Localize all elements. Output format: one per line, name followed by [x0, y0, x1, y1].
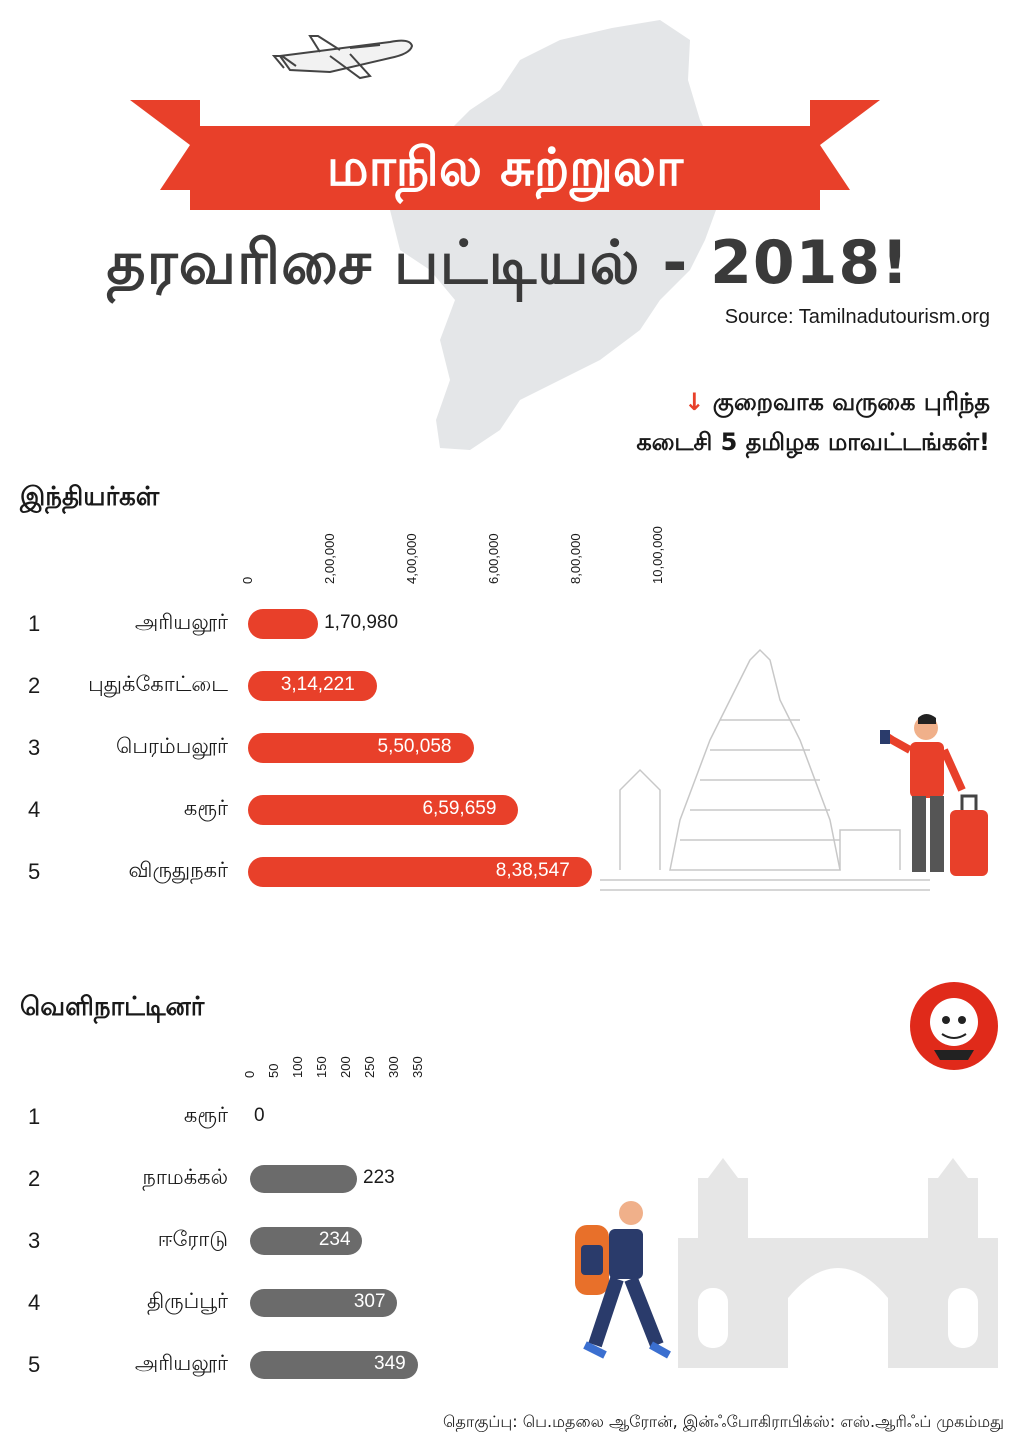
tick-label: 4,00,000 [404, 533, 419, 584]
tick-label: 8,00,000 [568, 533, 583, 584]
tick-label: 50 [266, 1063, 281, 1078]
district-label: அரியலூர் [134, 1351, 228, 1375]
tick-label: 250 [362, 1056, 377, 1078]
source-note: Source: Tamilnadutourism.org [724, 306, 990, 328]
credit-line: தொகுப்பு: பெ.மதலை ஆரோன், இன்ஃபோகிராபிக்ஸ… [443, 1412, 1004, 1431]
banner-title: மாநில சுற்றுலா [326, 138, 684, 198]
rank-label: 2 [28, 1166, 41, 1191]
rank-label: 3 [28, 735, 41, 760]
data-bar [248, 609, 319, 639]
value-label: 0 [254, 1105, 265, 1126]
rank-label: 1 [28, 1104, 41, 1129]
rank-label: 2 [28, 673, 41, 698]
tick-label: 300 [386, 1056, 401, 1078]
backpacker-icon [575, 1201, 671, 1359]
traveller-icon [880, 714, 988, 876]
data-bar [250, 1165, 358, 1193]
district-label: பெரம்பலூர் [115, 734, 228, 758]
page-title: தரவரிசை பட்டியல் - 2018! [106, 228, 910, 298]
value-label: 1,70,980 [324, 612, 399, 633]
data-bar [248, 795, 519, 825]
data-bar [250, 1351, 418, 1379]
tick-label: 100 [290, 1056, 305, 1078]
district-label: அரியலூர் [134, 610, 228, 634]
data-bar [250, 1289, 398, 1317]
rank-label: 5 [28, 859, 41, 884]
tick-label: 2,00,000 [322, 533, 337, 584]
value-label: 349 [374, 1353, 406, 1374]
district-label: விருதுநகர் [128, 858, 228, 882]
district-label: ஈரோடு [157, 1227, 228, 1251]
rank-label: 1 [28, 611, 41, 636]
subtitle-text-1: குறைவாக வருகை புரிந்த [712, 388, 990, 416]
value-label: 223 [363, 1167, 395, 1188]
value-label: 6,59,659 [422, 798, 497, 819]
rank-label: 3 [28, 1228, 41, 1253]
logo-icon [910, 982, 998, 1070]
section-title-indians: இந்தியர்கள் [20, 482, 160, 512]
district-label: கரூர் [183, 1103, 228, 1127]
tick-label: 350 [410, 1056, 425, 1078]
section-title-foreigners: வெளிநாட்டினர் [20, 992, 205, 1022]
rank-label: 4 [28, 797, 41, 822]
data-bar [248, 671, 377, 701]
district-label: நாமக்கல் [142, 1165, 228, 1189]
tick-label: 0 [240, 576, 255, 584]
data-bar [250, 1227, 363, 1255]
down-arrow-icon: ↓ [684, 388, 705, 416]
value-label: 5,50,058 [377, 736, 452, 757]
value-label: 8,38,547 [495, 860, 570, 881]
tick-label: 150 [314, 1056, 329, 1078]
airplane-icon [271, 35, 414, 80]
gateway-icon [678, 1158, 998, 1368]
tick-label: 10,00,000 [650, 526, 665, 584]
subtitle-line1: ↓ குறைவாக வருகை புரிந்த [684, 388, 990, 419]
rank-label: 4 [28, 1290, 41, 1315]
temple-icon [600, 648, 930, 891]
tick-label: 200 [338, 1056, 353, 1078]
value-label: 307 [353, 1291, 386, 1312]
title-banner [130, 100, 880, 210]
data-bar [248, 733, 474, 763]
value-label: 3,14,221 [280, 674, 355, 695]
rank-label: 5 [28, 1352, 41, 1377]
tick-label: 6,00,000 [486, 533, 501, 584]
data-bar [248, 857, 592, 887]
district-label: திருப்பூர் [146, 1289, 228, 1313]
subtitle-line2: கடைசி 5 தமிழக மாவட்டங்கள்! [636, 428, 990, 456]
tick-label: 0 [242, 1070, 257, 1078]
value-label: 234 [318, 1229, 351, 1250]
district-label: புதுக்கோட்டை [88, 672, 228, 696]
district-label: கரூர் [183, 796, 228, 820]
